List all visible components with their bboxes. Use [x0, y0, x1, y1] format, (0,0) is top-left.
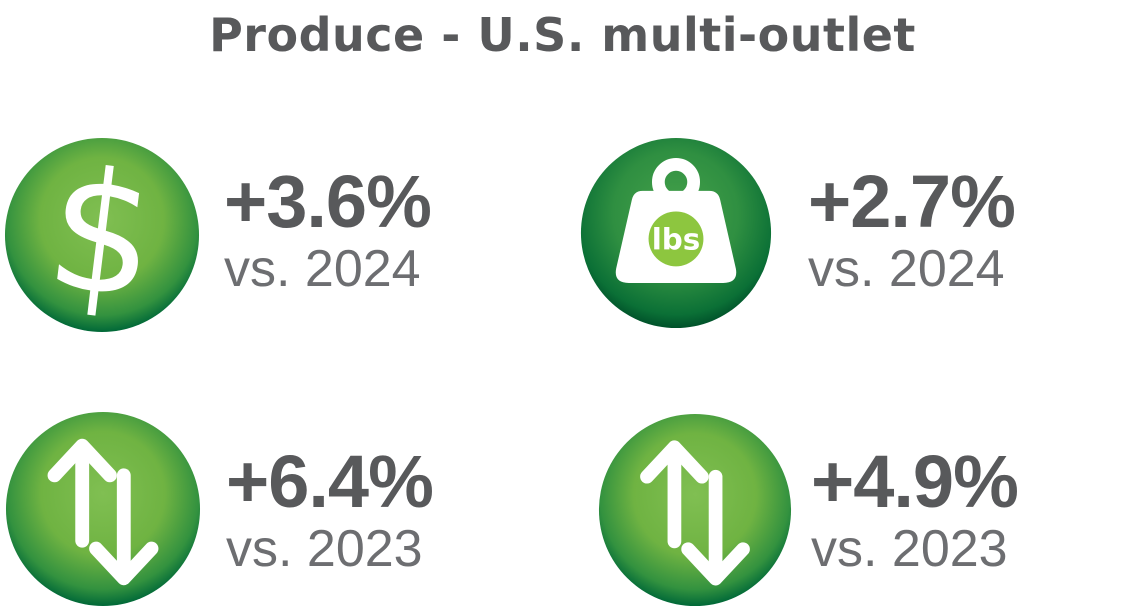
up-down-arrows-icon	[4, 410, 202, 608]
stat-comparison: vs. 2024	[808, 240, 1005, 298]
stat-dollar-2024: +3.6% vs. 2024	[224, 160, 432, 298]
stat-value: +6.4%	[226, 440, 434, 523]
lbs-label: lbs	[652, 223, 701, 257]
page-title: Produce - U.S. multi-outlet	[209, 8, 916, 62]
stat-value: +3.6%	[224, 160, 432, 243]
dollar-icon: $	[3, 136, 201, 334]
up-down-arrows-icon	[597, 412, 793, 608]
stat-comparison: vs. 2023	[226, 520, 423, 578]
stat-comparison: vs. 2024	[224, 240, 421, 298]
stat-value: +2.7%	[808, 160, 1016, 243]
stat-comparison: vs. 2023	[811, 520, 1008, 578]
stat-pounds-2023: +4.9% vs. 2023	[811, 440, 1019, 578]
weight-lbs-icon: lbs	[578, 135, 774, 331]
svg-text:$: $	[38, 136, 167, 334]
stat-pounds-2024: +2.7% vs. 2024	[808, 160, 1016, 298]
stat-dollar-2023: +6.4% vs. 2023	[226, 440, 434, 578]
stat-value: +4.9%	[811, 440, 1019, 523]
